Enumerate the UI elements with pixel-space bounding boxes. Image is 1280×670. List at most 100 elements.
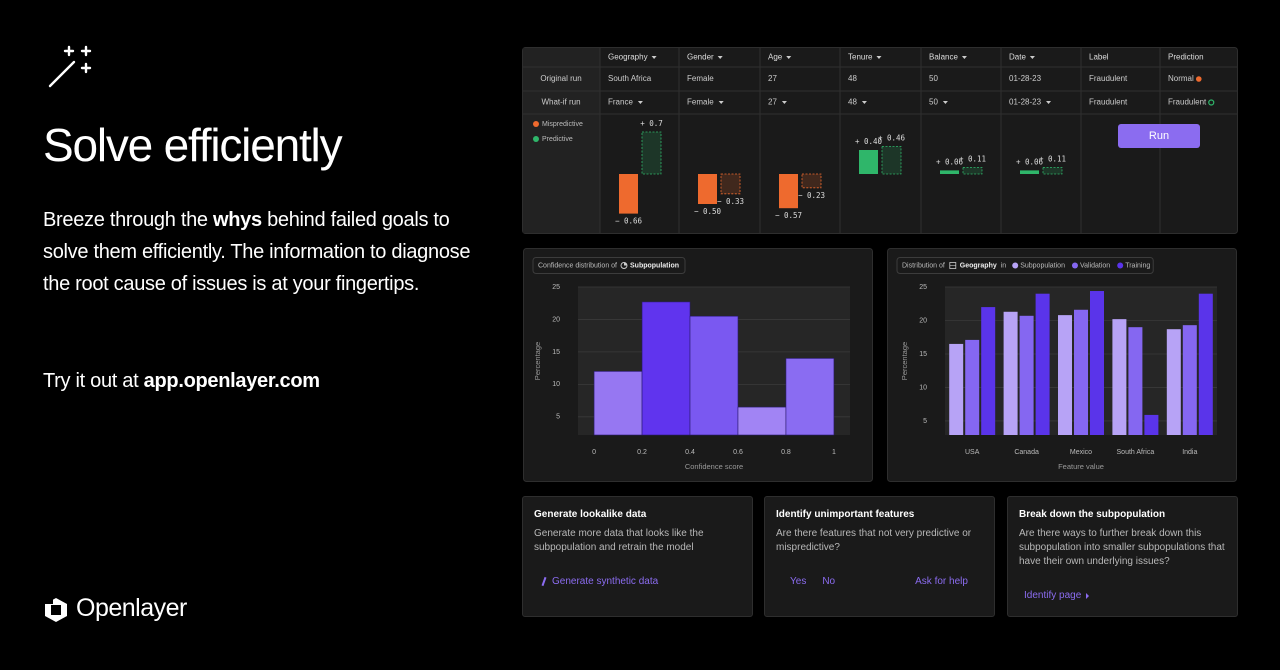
bar	[1144, 414, 1159, 435]
histogram-bar	[785, 358, 835, 436]
x-tick-label: Mexico	[1070, 449, 1092, 456]
cell: Normal	[1168, 74, 1194, 83]
arrow-icon	[1086, 593, 1090, 599]
bar	[1112, 319, 1127, 435]
caret-icon	[786, 56, 792, 59]
cell: 27	[768, 74, 777, 83]
emphasis: whys	[212, 209, 262, 231]
wand-icon	[48, 45, 92, 88]
cell: 48	[848, 98, 857, 107]
card-actions: Yes No Ask for help	[776, 575, 983, 589]
value-label: + 0.11	[959, 154, 986, 163]
column-header: Geography	[608, 53, 648, 62]
chart-title: Confidence distribution of	[538, 262, 617, 269]
value-label: + 0.11	[1039, 154, 1066, 163]
cell: Fraudulent	[1168, 98, 1207, 107]
caret-icon	[781, 101, 787, 104]
legend-label: Mispredictive	[542, 121, 583, 128]
card-body: Generate more data that looks like the s…	[534, 528, 704, 553]
histogram-bar	[593, 371, 643, 436]
card: Identify unimportant features Are there f…	[764, 496, 995, 617]
x-tick-label: 0.8	[781, 449, 791, 456]
status-dot	[1195, 76, 1202, 82]
action-button[interactable]: Ask for help	[915, 576, 968, 587]
bar	[1035, 293, 1050, 435]
column-header: Gender	[687, 53, 714, 62]
bar	[1166, 329, 1181, 435]
bar	[1090, 291, 1104, 435]
value-label: + 0.46	[878, 133, 906, 142]
cell: 50	[929, 98, 938, 107]
value-label: − 0.23	[798, 191, 825, 200]
column-header: Label	[1089, 53, 1109, 62]
caret-icon	[861, 101, 867, 104]
x-axis-label: Confidence score	[685, 462, 743, 471]
y-tick-label: 10	[552, 381, 560, 388]
impact-bar	[698, 174, 717, 204]
caret-icon	[876, 56, 882, 59]
bar	[949, 343, 964, 435]
legend-label: Validation	[1080, 262, 1110, 269]
title-chip-border	[896, 257, 1154, 274]
value-label: + 0.06	[936, 157, 964, 166]
value-label: − 0.50	[694, 207, 722, 216]
pencil-icon	[541, 576, 547, 587]
action-button[interactable]: Generate synthetic data	[552, 576, 659, 587]
x-axis-label: Feature value	[1058, 462, 1104, 471]
bar	[1074, 309, 1088, 435]
histogram-bar	[737, 406, 787, 436]
bar	[1003, 311, 1018, 435]
y-axis-label: Percentage	[900, 342, 909, 380]
value-label: + 0.40	[855, 137, 883, 146]
impact-bar	[1020, 170, 1039, 174]
value-label: − 0.66	[615, 217, 643, 226]
run-button[interactable]	[1118, 124, 1200, 148]
column-header: Age	[768, 53, 783, 62]
histogram-bar	[641, 301, 691, 436]
cell: South Africa	[608, 74, 652, 83]
run-button-label[interactable]: Run	[1149, 130, 1169, 142]
cell: 48	[848, 74, 857, 83]
action-button[interactable]: No	[822, 576, 836, 587]
y-tick-label: 5	[556, 414, 560, 421]
status-dot	[1208, 99, 1215, 106]
card-body: Are there ways to further break down thi…	[1019, 528, 1225, 567]
cell: Female	[687, 74, 714, 83]
x-tick-label: South Africa	[1117, 449, 1155, 456]
cell: Fraudulent	[1089, 98, 1128, 107]
chart-title: Distribution of	[902, 262, 945, 269]
card: Generate lookalike data Generate more dat…	[522, 496, 753, 617]
impact-bar	[619, 174, 638, 214]
action-button[interactable]: Identify page	[1024, 590, 1082, 601]
y-tick-label: 15	[552, 349, 560, 356]
what-if-bar	[720, 173, 741, 195]
x-tick-label: Canada	[1014, 449, 1039, 456]
caret-icon	[637, 101, 643, 104]
value-label: − 0.57	[775, 211, 802, 220]
chart-title-field: Geography	[960, 262, 997, 269]
histogram-panel: 5 10 15 20 25 Confidence score Percentage 0 0.2 0…	[523, 248, 873, 482]
legend-swatch	[1012, 262, 1019, 269]
column-header: Date	[1009, 53, 1026, 62]
bar	[1019, 315, 1034, 435]
brand-name: Openlayer	[76, 594, 187, 622]
cell: 50	[929, 74, 938, 83]
legend-swatch	[1071, 262, 1078, 269]
card-title: Identify unimportant features	[776, 509, 915, 520]
grouped-bar-panel: 5 10 15 20 25 Feature value Percentage USA Canad…	[887, 248, 1237, 482]
brand-logo	[45, 598, 67, 622]
cta: Try it out at app.openlayer.com	[43, 365, 320, 397]
link[interactable]: app.openlayer.com	[143, 370, 320, 392]
histogram-bar	[689, 315, 739, 436]
x-tick-label: 0	[592, 449, 596, 456]
bar	[1128, 327, 1143, 435]
column-header: Balance	[929, 53, 958, 62]
y-tick-label: 25	[552, 284, 560, 291]
what-if-bar	[801, 173, 822, 189]
action-button[interactable]: Yes	[790, 576, 807, 587]
what-if-bar	[962, 167, 983, 175]
bar	[1058, 315, 1072, 435]
bar	[1198, 293, 1213, 435]
y-tick-label: 10	[919, 384, 927, 391]
